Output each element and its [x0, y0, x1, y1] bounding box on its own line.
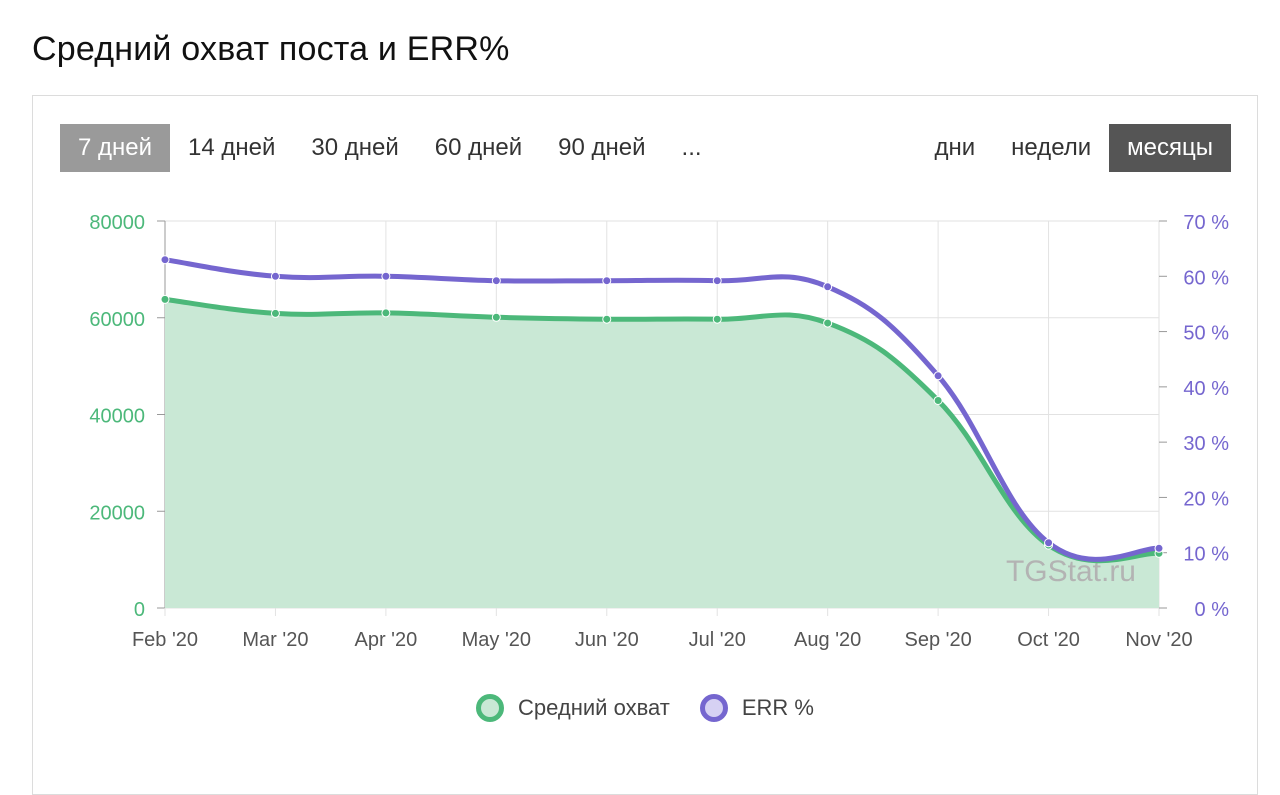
err-point [602, 276, 612, 286]
y-left-tick-label: 60000 [89, 309, 145, 331]
err-point [933, 371, 943, 381]
legend-swatch-reach [476, 694, 505, 722]
err-line [162, 257, 1162, 562]
range-tabs: 7 дней 14 дней 30 дней 60 дней 90 дней .… [60, 124, 720, 172]
reach-point [602, 314, 612, 324]
y-right-tick-label: 40 % [1183, 378, 1229, 400]
legend-item-reach[interactable]: Средний охват [476, 694, 670, 722]
reach-point [823, 318, 833, 328]
err-point [1044, 538, 1054, 548]
tab-days[interactable]: дни [934, 134, 976, 161]
x-tick-label: May '20 [462, 629, 531, 651]
x-tick-label: Apr '20 [355, 629, 418, 651]
err-point [712, 276, 722, 286]
y-right-tick-label: 30 % [1183, 433, 1229, 455]
page-title: Средний охват поста и ERR% [32, 30, 510, 68]
y-left-tick-label: 80000 [89, 212, 145, 234]
y-right-tick-label: 70 % [1183, 212, 1229, 234]
y-right-tick-label: 60 % [1183, 267, 1229, 289]
period-tabs: дни недели месяцы [916, 124, 1231, 172]
x-tick-label: Jul '20 [689, 629, 746, 651]
tab-weeks[interactable]: недели [1011, 134, 1092, 161]
err-point [823, 282, 833, 292]
tab-60-days[interactable]: 60 дней [434, 134, 523, 161]
y-right-tick-label: 0 % [1195, 599, 1230, 621]
y-right-tick-label: 10 % [1183, 544, 1229, 566]
reach-point [933, 395, 943, 405]
y-left-tick-label: 0 [134, 599, 145, 621]
tab-14-days[interactable]: 14 дней [188, 134, 276, 161]
err-point [1154, 543, 1164, 553]
x-tick-label: Feb '20 [132, 629, 198, 651]
tab-90-days[interactable]: 90 дней [558, 134, 646, 161]
x-tick-label: Jun '20 [575, 629, 639, 651]
tab-7-days[interactable]: 7 дней [60, 124, 171, 172]
err-point [160, 255, 170, 265]
x-tick-label: Mar '20 [242, 629, 308, 651]
err-point [381, 271, 391, 281]
reach-point [270, 308, 280, 318]
reach-point [712, 314, 722, 324]
legend-swatch-err [699, 694, 728, 722]
chart-plot: 0 20000 40000 60000 80000 Feb '20 Mar '20 Apr '… [89, 212, 1230, 651]
x-tick-label: Nov '20 [1125, 629, 1192, 651]
y-right-tick-label: 20 % [1183, 488, 1229, 510]
y-left-tick-label: 20000 [89, 502, 145, 524]
err-point [491, 276, 501, 286]
reach-point [160, 294, 170, 304]
legend-item-err[interactable]: ERR % [699, 694, 814, 722]
legend-label-err: ERR % [741, 695, 814, 720]
x-tick-label: Sep '20 [905, 629, 972, 651]
tab-more[interactable]: ... [681, 134, 702, 161]
reach-line [162, 296, 1162, 564]
chart-legend: Средний охват ERR % [33, 694, 1257, 722]
chart-panel: 7 дней 14 дней 30 дней 60 дней 90 дней .… [32, 95, 1258, 795]
reach-point [491, 312, 501, 322]
y-left-tick-label: 40000 [89, 406, 145, 428]
tab-months[interactable]: месяцы [1109, 124, 1231, 172]
legend-label-reach: Средний охват [518, 695, 670, 720]
y-right-tick-label: 50 % [1183, 323, 1229, 345]
tab-30-days[interactable]: 30 дней [311, 134, 399, 161]
reach-point [381, 308, 391, 318]
x-tick-label: Aug '20 [794, 629, 861, 651]
x-tick-label: Oct '20 [1017, 629, 1080, 651]
err-point [270, 271, 280, 281]
